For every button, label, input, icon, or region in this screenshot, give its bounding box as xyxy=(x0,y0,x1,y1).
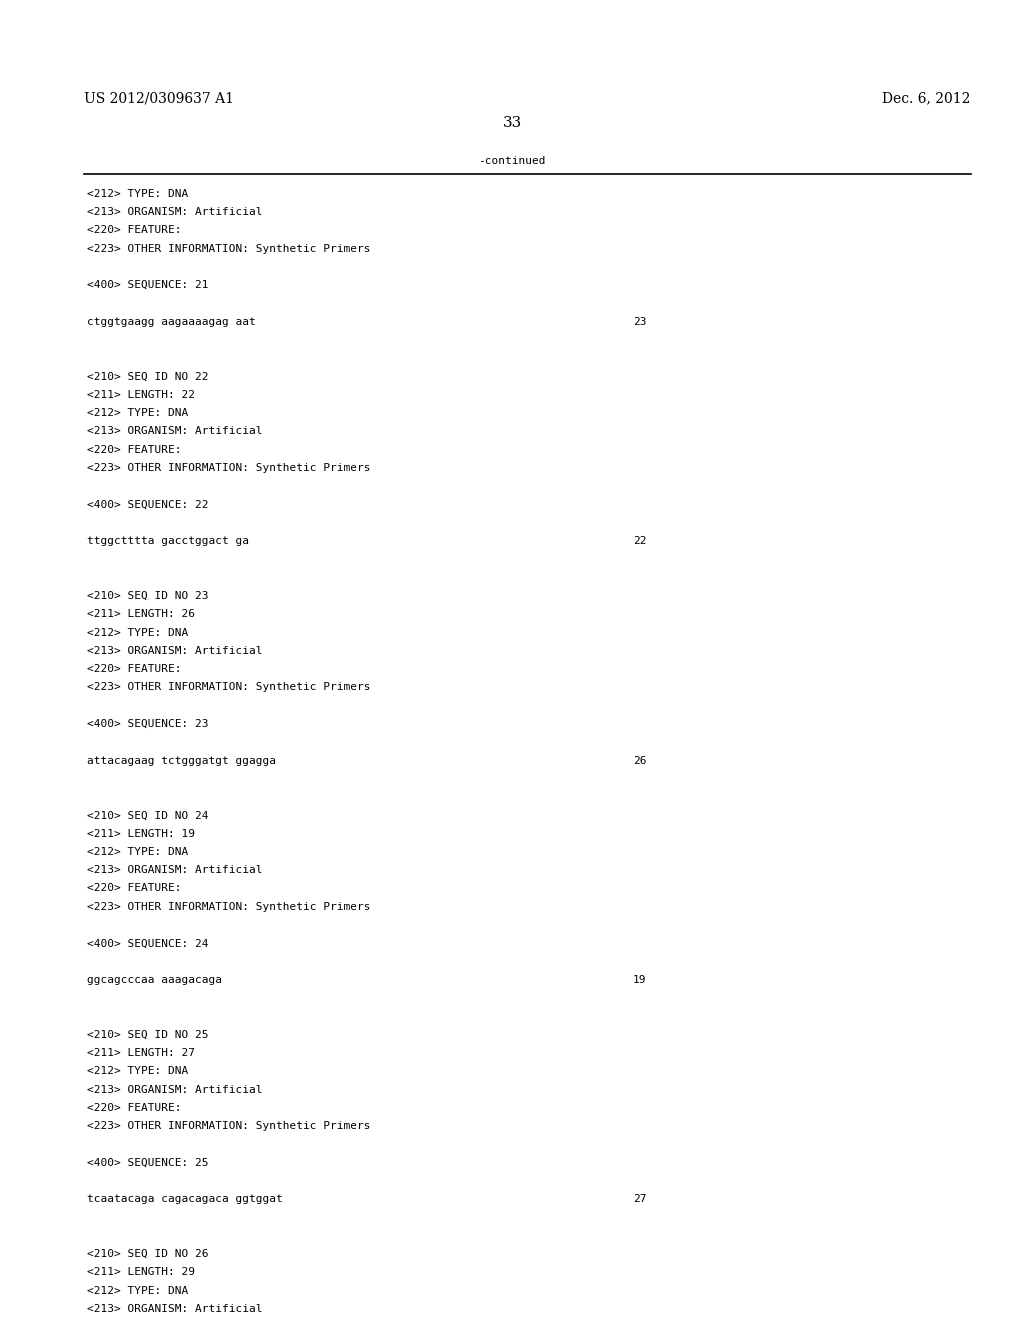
Text: <210> SEQ ID NO 26: <210> SEQ ID NO 26 xyxy=(87,1249,209,1259)
Text: <400> SEQUENCE: 24: <400> SEQUENCE: 24 xyxy=(87,939,209,948)
Text: <400> SEQUENCE: 23: <400> SEQUENCE: 23 xyxy=(87,719,209,729)
Text: <220> FEATURE:: <220> FEATURE: xyxy=(87,445,181,454)
Text: <212> TYPE: DNA: <212> TYPE: DNA xyxy=(87,627,188,638)
Text: 26: 26 xyxy=(633,755,646,766)
Text: tcaatacaga cagacagaca ggtggat: tcaatacaga cagacagaca ggtggat xyxy=(87,1195,283,1204)
Text: <213> ORGANISM: Artificial: <213> ORGANISM: Artificial xyxy=(87,1085,262,1094)
Text: <211> LENGTH: 26: <211> LENGTH: 26 xyxy=(87,610,195,619)
Text: Dec. 6, 2012: Dec. 6, 2012 xyxy=(883,91,971,106)
Text: <211> LENGTH: 19: <211> LENGTH: 19 xyxy=(87,829,195,838)
Text: <211> LENGTH: 27: <211> LENGTH: 27 xyxy=(87,1048,195,1059)
Text: <220> FEATURE:: <220> FEATURE: xyxy=(87,226,181,235)
Text: <213> ORGANISM: Artificial: <213> ORGANISM: Artificial xyxy=(87,207,262,216)
Text: <212> TYPE: DNA: <212> TYPE: DNA xyxy=(87,1286,188,1296)
Text: <212> TYPE: DNA: <212> TYPE: DNA xyxy=(87,408,188,418)
Text: <212> TYPE: DNA: <212> TYPE: DNA xyxy=(87,847,188,857)
Text: 22: 22 xyxy=(633,536,646,546)
Text: 27: 27 xyxy=(633,1195,646,1204)
Text: -continued: -continued xyxy=(478,156,546,166)
Text: <212> TYPE: DNA: <212> TYPE: DNA xyxy=(87,1067,188,1076)
Text: <220> FEATURE:: <220> FEATURE: xyxy=(87,883,181,894)
Text: <210> SEQ ID NO 24: <210> SEQ ID NO 24 xyxy=(87,810,209,820)
Text: attacagaag tctgggatgt ggagga: attacagaag tctgggatgt ggagga xyxy=(87,755,276,766)
Text: <223> OTHER INFORMATION: Synthetic Primers: <223> OTHER INFORMATION: Synthetic Prime… xyxy=(87,1121,371,1131)
Text: <210> SEQ ID NO 25: <210> SEQ ID NO 25 xyxy=(87,1030,209,1040)
Text: <211> LENGTH: 29: <211> LENGTH: 29 xyxy=(87,1267,195,1278)
Text: 33: 33 xyxy=(503,116,521,131)
Text: <400> SEQUENCE: 22: <400> SEQUENCE: 22 xyxy=(87,499,209,510)
Text: 23: 23 xyxy=(633,317,646,327)
Text: <220> FEATURE:: <220> FEATURE: xyxy=(87,664,181,675)
Text: <212> TYPE: DNA: <212> TYPE: DNA xyxy=(87,189,188,199)
Text: <210> SEQ ID NO 23: <210> SEQ ID NO 23 xyxy=(87,591,209,601)
Text: <223> OTHER INFORMATION: Synthetic Primers: <223> OTHER INFORMATION: Synthetic Prime… xyxy=(87,902,371,912)
Text: ctggtgaagg aagaaaagag aat: ctggtgaagg aagaaaagag aat xyxy=(87,317,256,327)
Text: <220> FEATURE:: <220> FEATURE: xyxy=(87,1104,181,1113)
Text: ggcagcccaa aaagacaga: ggcagcccaa aaagacaga xyxy=(87,975,222,985)
Text: <210> SEQ ID NO 22: <210> SEQ ID NO 22 xyxy=(87,372,209,381)
Text: <223> OTHER INFORMATION: Synthetic Primers: <223> OTHER INFORMATION: Synthetic Prime… xyxy=(87,682,371,693)
Text: <400> SEQUENCE: 25: <400> SEQUENCE: 25 xyxy=(87,1158,209,1168)
Text: US 2012/0309637 A1: US 2012/0309637 A1 xyxy=(84,91,233,106)
Text: <211> LENGTH: 22: <211> LENGTH: 22 xyxy=(87,389,195,400)
Text: <223> OTHER INFORMATION: Synthetic Primers: <223> OTHER INFORMATION: Synthetic Prime… xyxy=(87,463,371,473)
Text: 19: 19 xyxy=(633,975,646,985)
Text: <213> ORGANISM: Artificial: <213> ORGANISM: Artificial xyxy=(87,426,262,437)
Text: <400> SEQUENCE: 21: <400> SEQUENCE: 21 xyxy=(87,280,209,290)
Text: <213> ORGANISM: Artificial: <213> ORGANISM: Artificial xyxy=(87,1304,262,1313)
Text: <223> OTHER INFORMATION: Synthetic Primers: <223> OTHER INFORMATION: Synthetic Prime… xyxy=(87,244,371,253)
Text: <213> ORGANISM: Artificial: <213> ORGANISM: Artificial xyxy=(87,645,262,656)
Text: <213> ORGANISM: Artificial: <213> ORGANISM: Artificial xyxy=(87,865,262,875)
Text: ttggctttta gacctggact ga: ttggctttta gacctggact ga xyxy=(87,536,249,546)
